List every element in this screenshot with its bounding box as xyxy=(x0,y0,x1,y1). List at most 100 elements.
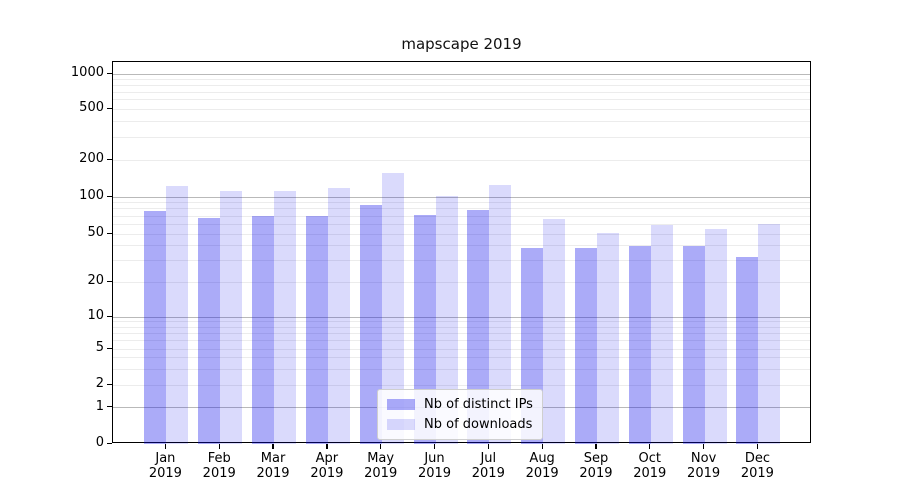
y-tick-label: 0 xyxy=(95,435,104,450)
y-tick-label: 500 xyxy=(79,100,104,115)
legend-label-downloads: Nb of downloads xyxy=(424,417,533,432)
legend-swatch-distinct-ips xyxy=(387,399,415,410)
y-tick-mark xyxy=(107,315,112,317)
gridline-minor xyxy=(113,260,810,262)
bar-downloads-sep xyxy=(596,232,619,444)
bar-downloads-aug xyxy=(543,219,566,444)
bar-distinct-ips-oct xyxy=(628,245,651,444)
x-tick-label: Nov 2019 xyxy=(687,451,721,481)
bar-distinct-ips-jul xyxy=(467,209,490,444)
bar-distinct-ips-mar xyxy=(252,216,275,444)
y-tick-label: 20 xyxy=(87,273,104,288)
gridline-minor xyxy=(113,233,810,235)
y-tick-mark xyxy=(107,232,112,234)
gridline-minor xyxy=(113,108,810,110)
x-tick-mark xyxy=(756,444,759,449)
bar-downloads-mar xyxy=(274,190,297,444)
y-tick-label: 2 xyxy=(95,376,104,391)
x-tick-mark xyxy=(433,444,436,449)
gridline-minor xyxy=(113,91,810,93)
chart-title: mapscape 2019 xyxy=(401,35,522,53)
gridline-minor xyxy=(113,281,810,283)
bar-distinct-ips-may xyxy=(359,205,382,444)
gridline-minor xyxy=(113,368,810,370)
bar-downloads-feb xyxy=(220,190,243,444)
x-tick-label: Jun 2019 xyxy=(417,451,452,481)
x-tick-mark xyxy=(595,444,597,449)
bar-distinct-ips-feb xyxy=(198,218,221,444)
y-tick-mark xyxy=(107,195,112,197)
gridline-minor xyxy=(113,99,810,101)
x-tick-label: Sep 2019 xyxy=(579,451,613,481)
x-tick-label: Oct 2019 xyxy=(633,451,667,481)
bar-downloads-may xyxy=(381,172,404,444)
y-tick-label: 10 xyxy=(87,308,104,323)
y-tick-mark xyxy=(107,280,112,282)
gridline-major xyxy=(113,316,810,318)
gridline-major xyxy=(113,73,810,75)
y-tick-mark xyxy=(107,406,112,408)
y-tick-label: 5 xyxy=(95,340,104,355)
gridline-minor xyxy=(113,332,810,334)
y-tick-label: 1000 xyxy=(70,65,104,80)
gridline-minor xyxy=(113,159,810,161)
y-tick-label: 200 xyxy=(79,151,104,166)
y-tick-mark xyxy=(107,72,112,74)
y-tick-mark xyxy=(107,347,112,349)
gridline-major xyxy=(113,196,810,198)
bar-downloads-nov xyxy=(704,228,727,444)
x-tick-label: Mar 2019 xyxy=(256,451,290,481)
y-tick-label: 50 xyxy=(87,225,104,240)
gridline-minor xyxy=(113,202,810,204)
x-tick-label: Dec 2019 xyxy=(740,451,774,481)
x-tick-mark xyxy=(703,444,705,449)
y-tick-mark xyxy=(107,442,112,444)
gridline-minor xyxy=(113,384,810,386)
x-tick-mark xyxy=(164,444,167,449)
gridline-minor xyxy=(113,357,810,359)
legend-item-downloads: Nb of downloads xyxy=(387,417,533,432)
gridline-minor xyxy=(113,321,810,323)
gridline-minor xyxy=(113,120,810,122)
bar-distinct-ips-nov xyxy=(682,245,705,444)
gridline-minor xyxy=(113,340,810,342)
gridline-minor xyxy=(113,136,810,138)
bar-downloads-jun xyxy=(435,195,458,444)
y-tick-label: 100 xyxy=(79,188,104,203)
x-tick-mark xyxy=(380,444,382,449)
gridline-minor xyxy=(113,348,810,350)
legend: Nb of distinct IPs Nb of downloads xyxy=(377,389,543,440)
x-tick-mark xyxy=(649,444,651,449)
bar-downloads-apr xyxy=(327,187,350,444)
gridline-minor xyxy=(113,215,810,217)
bar-downloads-jan xyxy=(166,185,189,444)
bar-distinct-ips-dec xyxy=(736,257,759,444)
legend-label-distinct-ips: Nb of distinct IPs xyxy=(424,397,533,412)
gridline-minor xyxy=(113,78,810,80)
plot-area xyxy=(112,61,811,444)
x-tick-label: Apr 2019 xyxy=(310,451,344,481)
gridline-minor xyxy=(113,245,810,247)
x-tick-label: Jul 2019 xyxy=(471,451,505,481)
x-tick-mark xyxy=(487,444,490,449)
bar-distinct-ips-jun xyxy=(413,215,436,444)
x-tick-label: Feb 2019 xyxy=(202,451,236,481)
gridline-minor xyxy=(113,208,810,210)
bar-downloads-oct xyxy=(650,225,673,444)
x-tick-label: May 2019 xyxy=(364,451,398,481)
bar-distinct-ips-sep xyxy=(574,248,597,444)
bar-distinct-ips-apr xyxy=(305,216,328,444)
bar-downloads-dec xyxy=(758,224,781,444)
y-tick-mark xyxy=(107,107,112,109)
legend-swatch-downloads xyxy=(387,419,415,430)
gridline-minor xyxy=(113,84,810,86)
x-tick-mark xyxy=(326,444,328,449)
gridline-minor xyxy=(113,223,810,225)
x-tick-label: Jan 2019 xyxy=(148,451,182,481)
bar-distinct-ips-jan xyxy=(144,210,167,444)
y-tick-mark xyxy=(107,158,112,160)
x-tick-mark xyxy=(272,444,274,449)
gridline-minor xyxy=(113,326,810,328)
bar-downloads-jul xyxy=(489,184,512,444)
